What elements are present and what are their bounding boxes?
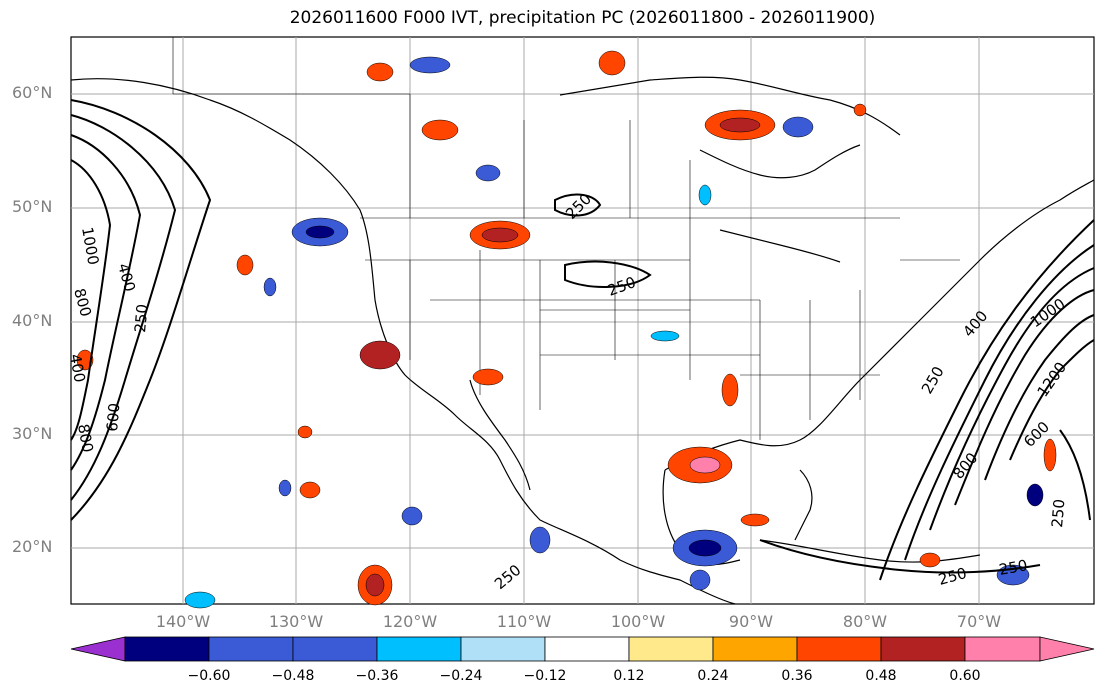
lon-label: 90°W <box>728 612 774 631</box>
lon-label: 140°W <box>155 612 211 631</box>
colorbar-tick-label: 0.12 <box>613 668 645 684</box>
lon-label: 110°W <box>496 612 552 631</box>
colorbar-tick-label: −0.24 <box>439 668 483 684</box>
colorbar-bin <box>964 636 1041 662</box>
lat-label: 60°N <box>12 83 53 102</box>
contour-label: 250 <box>131 303 151 333</box>
colorbar-tick-label: −0.60 <box>187 668 231 684</box>
colorbar-extend-low <box>70 636 126 662</box>
colorbar-bin <box>712 636 798 662</box>
lat-label: 40°N <box>12 311 53 330</box>
lon-label: 70°W <box>956 612 1002 631</box>
lat-label: 20°N <box>12 537 53 556</box>
colorbar-tick-label: −0.36 <box>355 668 399 684</box>
colorbar-tick-label: −0.48 <box>271 668 315 684</box>
colorbar-extend-high <box>1039 636 1095 662</box>
colorbar-tick-label: 0.24 <box>697 668 729 684</box>
lat-label: 50°N <box>12 197 53 216</box>
colorbar-tick-label: 0.60 <box>949 668 981 684</box>
map-title: 2026011600 F000 IVT, precipitation PC (2… <box>289 8 876 28</box>
colorbar <box>70 636 1095 662</box>
colorbar-bin <box>208 636 294 662</box>
colorbar-bin <box>628 636 714 662</box>
colorbar-bin <box>376 636 462 662</box>
contour-label: 400 <box>66 353 89 384</box>
colorbar-bin <box>124 636 210 662</box>
ivt-contours <box>70 99 1095 581</box>
colorbar-bin <box>880 636 966 662</box>
colorbar-bin <box>460 636 546 662</box>
lat-label: 30°N <box>12 424 53 443</box>
map-frame <box>70 36 1095 605</box>
lon-label: 100°W <box>610 612 666 631</box>
colorbar-bin <box>796 636 882 662</box>
coastlines <box>70 76 1095 605</box>
colorbar-bin <box>292 636 378 662</box>
graticule <box>71 37 1094 604</box>
precip-fill <box>76 50 1057 609</box>
lon-label: 80°W <box>842 612 888 631</box>
lon-label: 130°W <box>268 612 324 631</box>
contour-label: 250 <box>998 556 1029 579</box>
colorbar-tick-label: 0.36 <box>781 668 813 684</box>
colorbar-bin <box>544 636 630 662</box>
contour-label: 800 <box>74 423 97 454</box>
contour-label: 250 <box>1048 498 1068 528</box>
colorbar-tick-label: −0.12 <box>523 668 567 684</box>
contour-label: 600 <box>103 402 123 432</box>
colorbar-tick-label: 0.48 <box>865 668 897 684</box>
lon-label: 120°W <box>382 612 438 631</box>
